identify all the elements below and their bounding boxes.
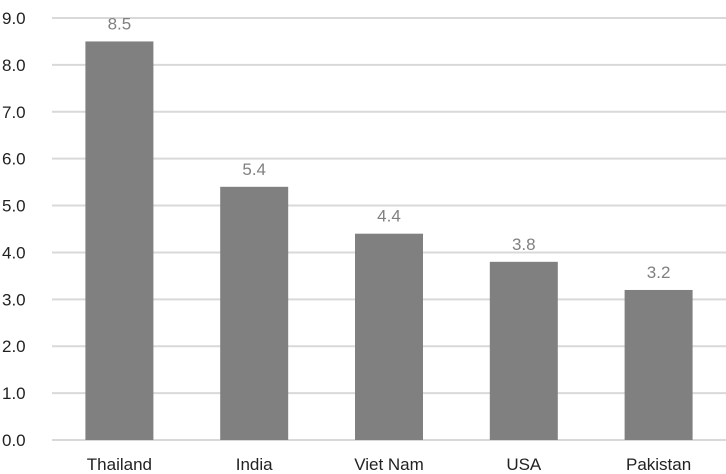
bars xyxy=(85,41,693,440)
y-tick-label: 1.0 xyxy=(2,384,26,403)
data-label: 5.4 xyxy=(242,160,266,179)
y-tick-label: 9.0 xyxy=(2,9,26,28)
x-category-label: Thailand xyxy=(87,455,152,474)
data-label: 3.8 xyxy=(512,235,536,254)
y-tick-label: 2.0 xyxy=(2,337,26,356)
y-tick-label: 8.0 xyxy=(2,56,26,75)
y-tick-label: 0.0 xyxy=(2,431,26,450)
y-tick-label: 7.0 xyxy=(2,103,26,122)
data-label: 8.5 xyxy=(108,14,132,33)
data-labels: 8.5 5.4 4.4 3.8 3.2 xyxy=(108,14,671,282)
bar xyxy=(85,41,154,440)
data-label: 4.4 xyxy=(377,207,401,226)
bar xyxy=(220,186,289,440)
data-label: 3.2 xyxy=(647,263,671,282)
y-tick-label: 5.0 xyxy=(2,197,26,216)
y-tick-label: 6.0 xyxy=(2,150,26,169)
bar xyxy=(624,289,693,440)
x-category-label: Pakistan xyxy=(626,455,691,474)
y-axis-tick-labels: 0.0 1.0 2.0 3.0 4.0 5.0 6.0 7.0 8.0 9.0 xyxy=(2,9,26,450)
x-category-label: India xyxy=(236,455,273,474)
y-tick-label: 4.0 xyxy=(2,243,26,262)
y-tick-label: 3.0 xyxy=(2,290,26,309)
x-axis-category-labels: Thailand India Viet Nam USA Pakistan xyxy=(87,455,691,474)
x-category-label: Viet Nam xyxy=(354,455,424,474)
x-category-label: USA xyxy=(506,455,542,474)
bar xyxy=(355,233,423,440)
bar xyxy=(489,261,558,440)
